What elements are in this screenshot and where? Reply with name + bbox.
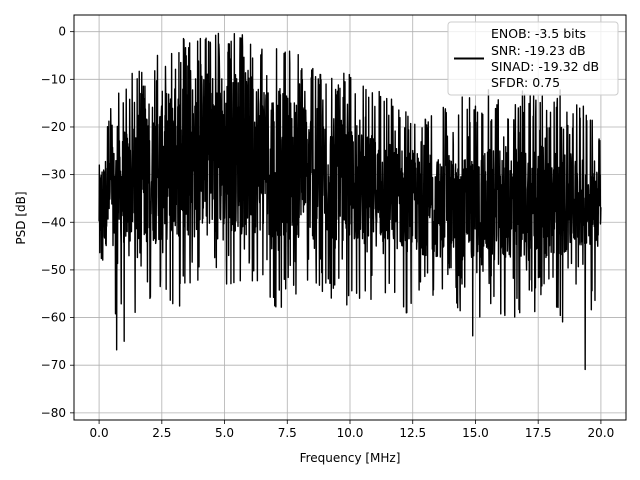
y-tick-label-4: −40 (41, 215, 66, 229)
y-axis-label: PSD [dB] (14, 191, 28, 244)
x-tick-label-8: 20.0 (588, 426, 615, 440)
x-tick-label-4: 10.0 (337, 426, 364, 440)
psd-trace (98, 32, 602, 371)
y-tick-label-6: −60 (41, 311, 66, 325)
y-axis-ticks: 0 −10 −20 −30 −40 −50 −60 −70 −80 (41, 25, 74, 420)
x-tick-label-0: 0.0 (90, 426, 109, 440)
x-axis-ticks: 0.0 2.5 5.0 7.5 10.0 12.5 15.0 17.5 20.0 (90, 420, 615, 440)
y-tick-label-0: 0 (58, 25, 66, 39)
legend-sinad: SINAD: -19.32 dB (491, 59, 599, 74)
legend-box (447, 21, 619, 96)
x-tick-label-6: 15.0 (462, 426, 489, 440)
y-tick-label-8: −80 (41, 406, 66, 420)
x-tick-label-7: 17.5 (525, 426, 552, 440)
legend-enob: ENOB: -3.5 bits (491, 26, 586, 41)
legend-snr: SNR: -19.23 dB (491, 43, 586, 58)
y-tick-label-5: −50 (41, 263, 66, 277)
x-tick-label-1: 2.5 (152, 426, 171, 440)
y-tick-label-2: −20 (41, 120, 66, 134)
x-axis-label: Frequency [MHz] (300, 451, 401, 465)
y-tick-label-7: −70 (41, 358, 66, 372)
legend-sfdr: SFDR: 0.75 (491, 75, 560, 90)
series-psd (98, 32, 602, 371)
y-tick-label-1: −10 (41, 72, 66, 86)
x-tick-label-5: 12.5 (399, 426, 426, 440)
x-tick-label-3: 7.5 (278, 426, 297, 440)
x-tick-label-2: 5.0 (215, 426, 234, 440)
legend: ENOB: -3.5 bits SNR: -19.23 dB SINAD: -1… (447, 21, 619, 96)
y-tick-label-3: −30 (41, 168, 66, 182)
